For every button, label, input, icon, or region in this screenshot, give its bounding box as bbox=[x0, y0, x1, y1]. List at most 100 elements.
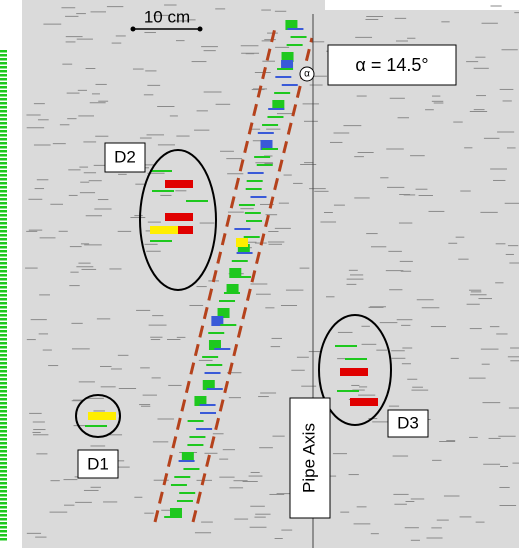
strip-mark bbox=[0, 406, 7, 409]
strip-mark bbox=[0, 94, 7, 97]
band-mark bbox=[239, 204, 255, 206]
strip-mark bbox=[0, 70, 7, 73]
strip-mark bbox=[0, 530, 7, 533]
strip-mark bbox=[0, 258, 7, 261]
band-mark bbox=[254, 156, 270, 158]
band-mark bbox=[257, 164, 273, 166]
strip-mark bbox=[0, 274, 7, 277]
band-mark bbox=[206, 364, 222, 366]
strip-mark bbox=[0, 334, 7, 337]
strip-mark bbox=[0, 494, 7, 497]
defect-mark bbox=[88, 412, 116, 420]
band-mark bbox=[171, 484, 187, 486]
band-mark bbox=[205, 372, 221, 374]
strip-mark bbox=[0, 166, 7, 169]
strip-mark bbox=[0, 126, 7, 129]
band-mark bbox=[291, 36, 307, 38]
strip-mark bbox=[0, 422, 7, 425]
defect-mark bbox=[165, 180, 193, 188]
strip-mark bbox=[0, 50, 7, 53]
strip-mark bbox=[0, 158, 7, 161]
strip-mark bbox=[0, 450, 7, 453]
strip-mark bbox=[0, 118, 7, 121]
strip-mark bbox=[0, 238, 7, 241]
scale-end bbox=[198, 27, 203, 32]
band-mark bbox=[183, 468, 199, 470]
strip-mark bbox=[0, 78, 7, 81]
strip-mark bbox=[0, 330, 7, 333]
band-mark bbox=[179, 460, 195, 462]
band-mark bbox=[244, 236, 260, 238]
defect-mark bbox=[350, 398, 378, 406]
strip-mark bbox=[0, 290, 7, 293]
band-mark bbox=[234, 228, 250, 230]
strip-mark bbox=[0, 470, 7, 473]
strip-mark bbox=[0, 306, 7, 309]
strip-mark bbox=[0, 214, 7, 217]
band-mark bbox=[258, 132, 274, 134]
strip-mark bbox=[0, 314, 7, 317]
strip-mark bbox=[0, 130, 7, 133]
band-mark bbox=[282, 84, 298, 86]
strip-mark bbox=[0, 66, 7, 69]
band-mark bbox=[214, 348, 230, 350]
strip-mark bbox=[0, 402, 7, 405]
strip-mark bbox=[0, 354, 7, 357]
band-mark bbox=[187, 444, 203, 446]
strip-mark bbox=[0, 294, 7, 297]
strip-mark bbox=[0, 398, 7, 401]
strip-mark bbox=[0, 62, 7, 65]
strip-mark bbox=[0, 162, 7, 165]
strip-mark bbox=[0, 138, 7, 141]
strip-mark bbox=[0, 454, 7, 457]
strip-mark bbox=[0, 106, 7, 109]
strip-mark bbox=[0, 338, 7, 341]
strip-mark bbox=[0, 54, 7, 57]
strip-mark bbox=[0, 526, 7, 529]
scale-end bbox=[131, 27, 136, 32]
defect-label: D3 bbox=[397, 413, 419, 432]
strip-mark bbox=[0, 350, 7, 353]
strip-mark bbox=[0, 538, 7, 541]
strip-mark bbox=[0, 234, 7, 237]
strip-mark bbox=[0, 506, 7, 509]
strip-mark bbox=[0, 438, 7, 441]
strip-mark bbox=[0, 194, 7, 197]
defect-mark bbox=[85, 425, 107, 427]
strip-mark bbox=[0, 442, 7, 445]
strip-mark bbox=[0, 318, 7, 321]
strip-mark bbox=[0, 298, 7, 301]
band-mark bbox=[250, 196, 266, 198]
band-mark bbox=[219, 300, 235, 302]
strip-mark bbox=[0, 518, 7, 521]
strip-mark bbox=[0, 366, 7, 369]
strip-mark bbox=[0, 478, 7, 481]
strip-mark bbox=[0, 190, 7, 193]
defect-mark bbox=[340, 368, 368, 376]
strip-mark bbox=[0, 262, 7, 265]
strip-mark bbox=[0, 446, 7, 449]
strip-mark bbox=[0, 486, 7, 489]
band-mark bbox=[262, 124, 278, 126]
band-mark bbox=[262, 148, 278, 150]
strip-mark bbox=[0, 382, 7, 385]
strip-mark bbox=[0, 410, 7, 413]
strip-mark bbox=[0, 218, 7, 221]
defect-mark bbox=[186, 200, 208, 202]
strip-mark bbox=[0, 370, 7, 373]
strip-mark bbox=[0, 90, 7, 93]
band-mark bbox=[277, 68, 293, 70]
defect-mark bbox=[150, 170, 172, 172]
angle-label: α = 14.5° bbox=[355, 55, 428, 75]
strip-mark bbox=[0, 150, 7, 153]
defect-mark bbox=[337, 390, 359, 392]
strip-mark bbox=[0, 466, 7, 469]
strip-mark bbox=[0, 414, 7, 417]
strip-mark bbox=[0, 426, 7, 429]
strip-mark bbox=[0, 346, 7, 349]
strip-mark bbox=[0, 502, 7, 505]
band-mark bbox=[268, 108, 284, 110]
strip-mark bbox=[0, 198, 7, 201]
strip-mark bbox=[0, 418, 7, 421]
band-mark bbox=[248, 172, 264, 174]
